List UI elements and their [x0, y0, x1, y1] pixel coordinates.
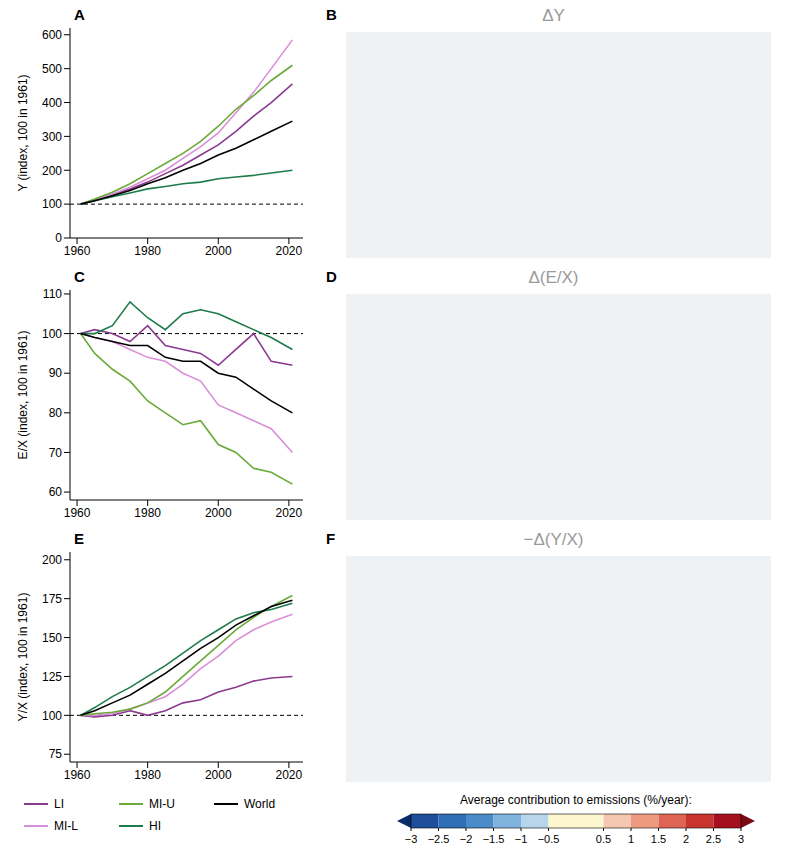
svg-text:−2: −2 — [460, 833, 473, 845]
svg-text:400: 400 — [42, 96, 62, 110]
svg-text:100: 100 — [42, 709, 62, 723]
svg-text:−2.5: −2.5 — [428, 833, 450, 845]
svg-text:110: 110 — [43, 287, 62, 301]
html-text:E: E — [74, 530, 84, 547]
svg-text:60: 60 — [49, 485, 63, 499]
svg-text:World: World — [244, 797, 275, 811]
svg-text:1.5: 1.5 — [651, 833, 666, 845]
svg-text:1960: 1960 — [64, 244, 91, 258]
svg-text:2000: 2000 — [205, 768, 232, 782]
svg-text:100: 100 — [42, 197, 62, 211]
svg-text:HI: HI — [149, 819, 161, 833]
svg-text:90: 90 — [49, 366, 63, 380]
svg-text:100: 100 — [42, 327, 62, 341]
svg-text:MI-L: MI-L — [54, 819, 78, 833]
svg-text:1980: 1980 — [134, 244, 161, 258]
svg-text:LI: LI — [54, 797, 64, 811]
svg-text:Average contribution to emissi: Average contribution to emissions (%/yea… — [460, 793, 692, 807]
svg-text:2: 2 — [683, 833, 689, 845]
html-text:B: B — [326, 6, 337, 23]
svg-text:125: 125 — [42, 670, 62, 684]
svg-text:200: 200 — [42, 164, 62, 178]
svg-text:600: 600 — [42, 28, 62, 42]
svg-text:2000: 2000 — [205, 506, 232, 520]
html-text:F: F — [326, 530, 336, 547]
svg-text:1980: 1980 — [134, 506, 161, 520]
svg-text:−0.5: −0.5 — [538, 833, 560, 845]
svg-text:1980: 1980 — [134, 768, 161, 782]
html-text:ΔY: ΔY — [542, 6, 565, 25]
svg-text:75: 75 — [49, 747, 63, 761]
html-text:D: D — [326, 268, 337, 285]
html-text:A: A — [74, 6, 85, 23]
svg-text:Y (index, 100 in 1961): Y (index, 100 in 1961) — [16, 74, 30, 191]
svg-text:E/X (index, 100 in 1961): E/X (index, 100 in 1961) — [16, 331, 30, 460]
svg-text:500: 500 — [42, 62, 62, 76]
svg-text:2020: 2020 — [276, 768, 303, 782]
svg-text:80: 80 — [49, 406, 63, 420]
svg-text:175: 175 — [42, 592, 62, 606]
svg-text:300: 300 — [42, 130, 62, 144]
svg-text:200: 200 — [42, 553, 62, 567]
svg-text:2020: 2020 — [276, 506, 303, 520]
html-text:C: C — [74, 268, 85, 285]
svg-text:−1.5: −1.5 — [483, 833, 505, 845]
svg-text:2.5: 2.5 — [706, 833, 721, 845]
svg-text:−1: −1 — [515, 833, 528, 845]
svg-text:−3: −3 — [405, 833, 418, 845]
svg-text:1960: 1960 — [64, 768, 91, 782]
html-text:−Δ(Y/X): −Δ(Y/X) — [523, 530, 584, 549]
svg-text:2000: 2000 — [205, 244, 232, 258]
html-text:Δ(E/X): Δ(E/X) — [528, 268, 579, 287]
svg-text:Y/X (index, 100 in 1961): Y/X (index, 100 in 1961) — [16, 593, 30, 722]
svg-text:150: 150 — [42, 631, 62, 645]
svg-text:0.5: 0.5 — [596, 833, 611, 845]
svg-text:70: 70 — [49, 446, 63, 460]
svg-text:0: 0 — [55, 231, 62, 245]
svg-text:1: 1 — [628, 833, 634, 845]
svg-text:1960: 1960 — [64, 506, 91, 520]
svg-text:MI-U: MI-U — [149, 797, 175, 811]
svg-text:2020: 2020 — [276, 244, 303, 258]
svg-text:3: 3 — [738, 833, 744, 845]
